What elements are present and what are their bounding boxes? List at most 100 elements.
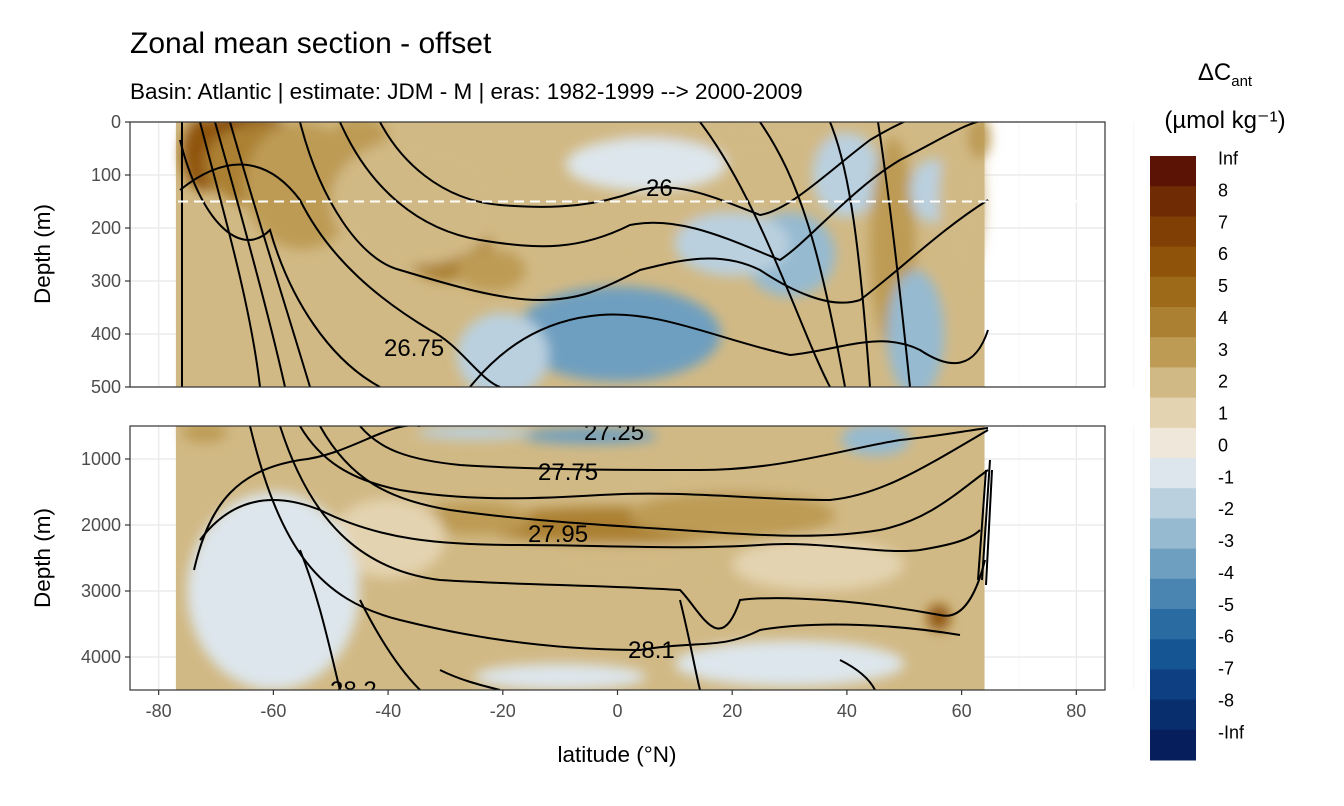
lower-y-axis-label: Depth (m) [30, 508, 55, 608]
x-tick-label: -20 [490, 701, 516, 721]
isopycnal-line [829, 122, 871, 387]
field-cell [628, 491, 836, 539]
isopycnal-line [319, 426, 989, 537]
isopycnal-label: 27.75 [538, 459, 598, 486]
legend-label: -2 [1218, 499, 1234, 519]
field-cell [674, 212, 790, 276]
x-tick-label: 20 [722, 701, 742, 721]
isopycnal-label: 28.2 [330, 677, 377, 704]
isopycnal-line [249, 426, 961, 652]
legend-label: -Inf [1218, 722, 1245, 742]
legend-swatch [1150, 246, 1196, 278]
y-tick-label: 1000 [81, 449, 121, 469]
legend-swatch [1150, 518, 1196, 550]
legend-label: -3 [1218, 531, 1234, 551]
isopycnal-line [299, 549, 341, 690]
legend-swatch [1150, 427, 1196, 459]
legend-swatch [1150, 367, 1196, 399]
field-cell [520, 427, 658, 444]
y-tick-label: 400 [91, 324, 121, 344]
legend-swatch [1150, 488, 1196, 519]
legend-title-sub: ant [1231, 73, 1253, 90]
legend-swatch [1150, 578, 1196, 610]
x-ticks: -80 -60 -40 -20 0 20 40 60 80 [146, 690, 1086, 721]
field-anomalies [181, 426, 951, 690]
upper-y-axis-label: Depth (m) [30, 204, 55, 304]
legend-label: 7 [1218, 212, 1228, 232]
field-cell [187, 492, 360, 690]
legend-label: -6 [1218, 627, 1234, 647]
isopycnal-line [699, 122, 831, 387]
lower-isopycnals [193, 426, 993, 690]
field-cell [456, 249, 526, 292]
y-tick-label: 0 [111, 112, 121, 132]
legend-swatch [1150, 186, 1196, 217]
lower-field [175, 426, 985, 690]
legend-swatch [1150, 548, 1196, 580]
field-cell [474, 663, 647, 690]
x-tick-label: 40 [837, 701, 857, 721]
field-cell [887, 270, 945, 387]
lower-panel: 27.25 27.75 27.95 28.1 28.2 1000 2000 3000… [30, 425, 1135, 704]
isopycnal-line [977, 459, 993, 586]
x-tick-label: -40 [375, 701, 401, 721]
field-cell [674, 640, 905, 687]
isopycnal-line [379, 122, 907, 217]
y-tick-label: 3000 [81, 581, 121, 601]
legend-label: 0 [1218, 435, 1228, 455]
legend-label: -7 [1218, 659, 1234, 679]
legend-swatch [1150, 458, 1196, 489]
isopycnal-line [877, 122, 911, 387]
field-cell [812, 132, 882, 218]
chart-title: Zonal mean section - offset [130, 27, 492, 60]
field-anomalies [181, 122, 991, 387]
upper-isopycnals [179, 122, 989, 387]
legend-label: -5 [1218, 595, 1234, 615]
isopycnal-line [299, 122, 989, 304]
upper-field-layer: 26 26.75 [130, 122, 1105, 387]
legend-swatch [1150, 276, 1196, 308]
legend-label: 8 [1218, 180, 1228, 200]
isopycnal-line [199, 499, 981, 553]
legend-swatch [1150, 397, 1196, 429]
isopycnal-line [179, 163, 501, 387]
upper-panel-border [129, 121, 1106, 388]
y-tick-label: 500 [91, 377, 121, 397]
field-cell [938, 122, 985, 281]
isopycnal-line [839, 659, 876, 690]
field-cell [514, 286, 721, 382]
legend-units: (µmol kg⁻¹) [1164, 107, 1285, 134]
field-cell [416, 426, 532, 440]
legend-label: 6 [1218, 244, 1228, 264]
legend-labels: Inf 8 7 6 5 4 3 2 1 0 -1 -2 -3 -4 -5 -6 -7 -8 -Inf [1218, 149, 1245, 743]
y-tick-label: 200 [91, 218, 121, 238]
legend-label: 1 [1218, 404, 1228, 424]
legend-label: 2 [1218, 372, 1228, 392]
field-cell [560, 472, 790, 492]
upper-panel: 26 26.75 0 100 200 300 400 500 Depth (m) [30, 112, 1135, 397]
legend-swatch [1150, 609, 1196, 640]
chart-subtitle: Basin: Atlantic | estimate: JDM - M | er… [130, 79, 803, 104]
legend-swatch [1150, 669, 1196, 701]
field-cell [244, 122, 360, 250]
isopycnal-label: 26 [646, 175, 673, 202]
legend-label: 3 [1218, 340, 1228, 360]
isopycnal-line [439, 669, 501, 690]
field-cell [927, 604, 951, 631]
isopycnal-line [339, 122, 981, 262]
legend-swatch [1150, 216, 1196, 248]
isopycnal-line [469, 313, 989, 387]
legend-label: -8 [1218, 690, 1234, 710]
isopycnal-line [279, 426, 986, 630]
lower-field-layer: 27.25 27.75 27.95 28.1 28.2 [175, 426, 993, 704]
field-cell [565, 137, 727, 191]
isopycnal-line [359, 426, 989, 472]
upper-field [175, 122, 991, 387]
isopycnal-line [193, 426, 420, 571]
x-tick-label: 0 [612, 701, 622, 721]
legend-title: ΔCant [1198, 59, 1253, 90]
x-tick-label: 80 [1066, 701, 1086, 721]
isopycnal-line [679, 599, 701, 690]
colorbar-legend: ΔCant (µmol kg⁻¹) Inf 8 7 6 5 4 3 2 1 0 -1 -2 -3 -4 -5… [1150, 59, 1286, 761]
isopycnal-line [199, 122, 261, 387]
